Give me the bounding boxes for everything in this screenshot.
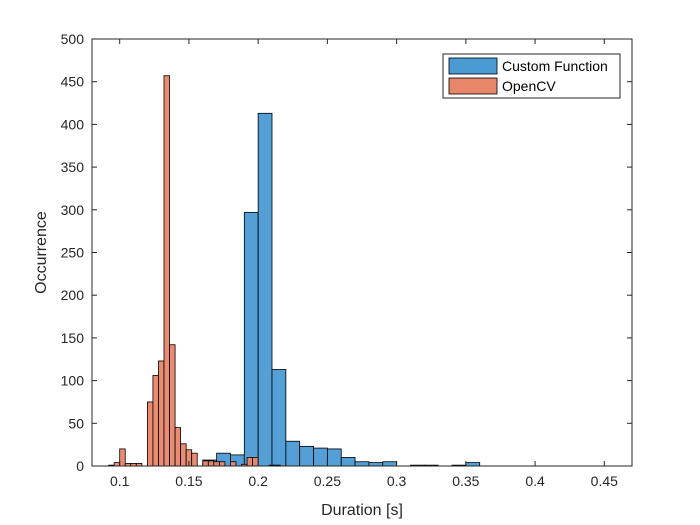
bar-custom-function-3	[243, 211, 259, 467]
bar-custom-function-8	[313, 447, 328, 467]
bar-opencv-19	[230, 461, 237, 467]
legend-swatch-custom-function	[448, 57, 498, 75]
bar-opencv-12	[180, 443, 187, 467]
bar-custom-function-7	[299, 445, 314, 467]
legend-label-custom-function: Custom Function	[502, 58, 608, 74]
y-tick-label: 100	[61, 373, 85, 389]
bar-opencv-14	[191, 452, 198, 467]
bar-custom-function-13	[382, 461, 398, 467]
y-axis-label: Occurrence	[33, 211, 50, 294]
bar-custom-function-6	[285, 440, 301, 467]
x-tick-label: 0.45	[591, 473, 618, 489]
bar-opencv-11	[174, 427, 182, 467]
bar-custom-function-10	[340, 457, 356, 467]
y-tick-label: 350	[61, 159, 85, 175]
x-tick-label: 0.4	[525, 473, 545, 489]
y-tick-label: 200	[61, 287, 85, 303]
bar-custom-function-4	[257, 112, 273, 467]
bar-opencv-1	[113, 462, 121, 467]
y-tick-label: 150	[61, 330, 85, 346]
y-tick-label: 450	[61, 74, 85, 90]
legend-label-opencv: OpenCV	[502, 78, 556, 94]
x-tick-label: 0.3	[387, 473, 407, 489]
y-tick-label: 500	[61, 31, 85, 47]
plot-background	[92, 39, 632, 466]
bar-opencv-9	[163, 75, 170, 467]
x-tick-label: 0.1	[110, 473, 130, 489]
y-tick-label: 0	[76, 458, 84, 474]
x-tick-label: 0.35	[452, 473, 479, 489]
bar-opencv-16	[207, 460, 215, 467]
bar-opencv-8	[158, 360, 165, 467]
bar-custom-function-5	[271, 369, 287, 467]
bar-custom-function-12	[368, 462, 384, 467]
series-custom-function	[202, 112, 481, 467]
labels-layer: Duration [s] Occurrence	[33, 211, 403, 519]
legend-swatch-opencv	[448, 77, 498, 95]
bar-opencv-15	[202, 460, 209, 467]
y-tick-label: 250	[61, 245, 85, 261]
bar-opencv-6	[146, 401, 154, 467]
x-tick-label: 0.15	[175, 473, 202, 489]
bar-custom-function-11	[354, 461, 370, 467]
x-axis-label: Duration [s]	[321, 502, 403, 519]
bar-opencv-18	[218, 461, 226, 467]
y-tick-label: 50	[68, 415, 84, 431]
bar-custom-function-19	[465, 462, 481, 467]
y-tick-label: 400	[61, 116, 85, 132]
axes-layer: 0.1 0.15 0.2 0.25 0.3 0.35 0.4 0.45 0 50 100 150 200…	[61, 31, 633, 489]
x-tick-label: 0.2	[248, 473, 268, 489]
bar-opencv-10	[169, 344, 176, 467]
bar-opencv-21	[246, 457, 254, 467]
bar-opencv-7	[152, 375, 159, 467]
y-tick-label: 300	[61, 202, 85, 218]
bar-opencv-17	[213, 461, 220, 467]
bar-custom-function-9	[326, 448, 342, 467]
bar-opencv-22	[252, 457, 259, 467]
x-tick-label: 0.25	[314, 473, 341, 489]
bar-opencv-2	[119, 448, 126, 467]
legend: Custom Function OpenCV	[442, 53, 621, 99]
